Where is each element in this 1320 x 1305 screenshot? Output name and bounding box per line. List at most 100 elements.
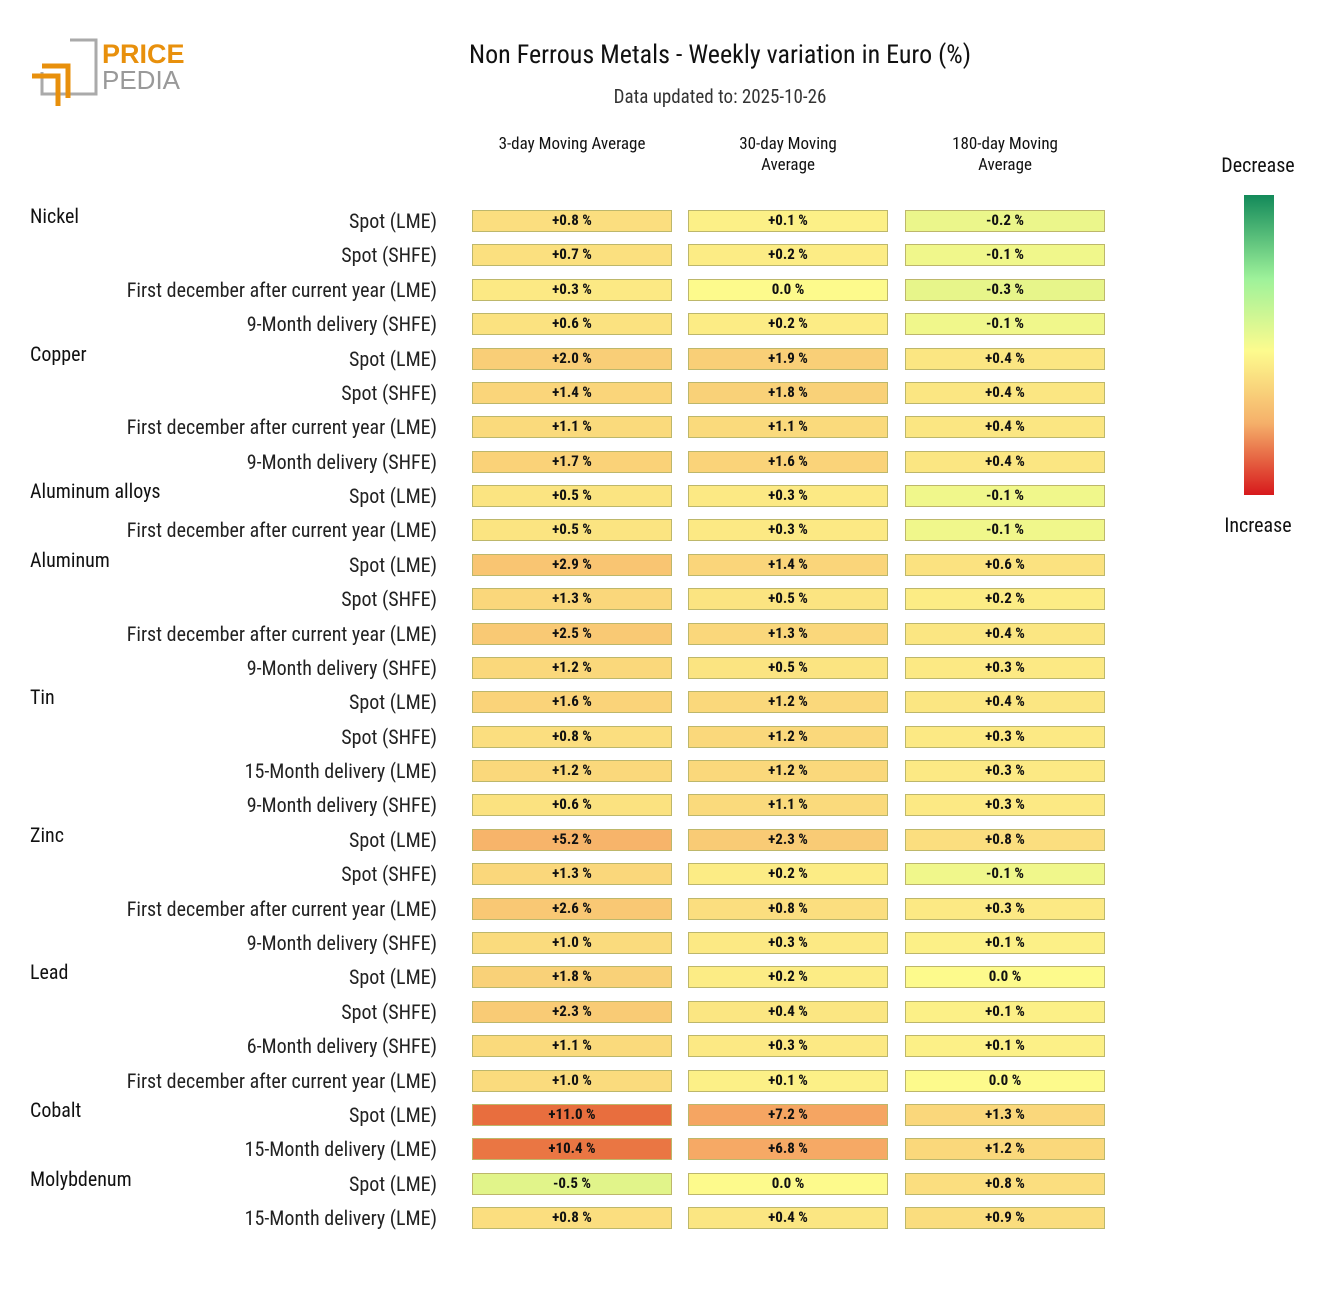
heatmap-cell <box>472 347 672 370</box>
heatmap-cell <box>905 725 1105 748</box>
heatmap-cell <box>688 691 888 714</box>
row-label: First december after current year (LME) <box>126 415 437 440</box>
heatmap-cell <box>905 966 1105 989</box>
group-label: Tin <box>30 685 55 710</box>
value-label: +1.2 % <box>768 692 808 711</box>
value-label: 0.0 % <box>988 967 1022 986</box>
row-label: 9-Month delivery (SHFE) <box>246 312 437 337</box>
heatmap-cell <box>688 622 888 645</box>
value-label: +0.6 % <box>985 554 1025 573</box>
value-label: +0.8 % <box>768 898 808 917</box>
value-label: +7.2 % <box>768 1104 808 1123</box>
group-label: Aluminum <box>30 547 110 572</box>
value-label: +1.6 % <box>552 692 592 711</box>
value-label: +1.3 % <box>985 1104 1025 1123</box>
value-label: +2.3 % <box>768 829 808 848</box>
value-label: +0.8 % <box>552 726 592 745</box>
value-label: +1.2 % <box>985 1139 1025 1158</box>
heatmap-cell <box>905 553 1105 576</box>
heatmap-cell <box>905 691 1105 714</box>
heatmap-cell <box>688 1069 888 1092</box>
value-label: +1.3 % <box>552 864 592 883</box>
value-label: -0.2 % <box>986 211 1024 229</box>
heatmap-cell <box>905 381 1105 404</box>
heatmap-cell <box>688 863 888 886</box>
row-label: Spot (SHFE) <box>341 999 437 1024</box>
heatmap-cell <box>688 278 888 301</box>
value-label: +0.5 % <box>768 589 808 608</box>
heatmap-cell <box>472 416 672 439</box>
value-label: +1.2 % <box>552 657 592 676</box>
value-label: -0.1 % <box>986 245 1024 264</box>
value-label: +0.4 % <box>985 451 1025 470</box>
heatmap-cell <box>688 347 888 370</box>
value-label: 0.0 % <box>988 1070 1022 1089</box>
value-label: +0.4 % <box>985 623 1025 642</box>
heatmap-cell <box>688 1103 888 1126</box>
heatmap-cell <box>472 244 672 267</box>
heatmap-cell <box>905 897 1105 920</box>
heatmap-cell <box>472 1207 672 1230</box>
value-label: +0.3 % <box>768 1036 808 1055</box>
value-label: +0.3 % <box>768 520 808 539</box>
heatmap-cell <box>905 588 1105 611</box>
heatmap-cell <box>472 381 672 404</box>
row-label: First december after current year (LME) <box>126 277 437 302</box>
heatmap-cell <box>688 1138 888 1161</box>
value-label: +0.4 % <box>985 382 1025 401</box>
heatmap-cell <box>688 1035 888 1058</box>
heatmap-cell <box>472 553 672 576</box>
heatmap-cell <box>472 828 672 851</box>
row-label: Spot (LME) <box>349 1102 437 1127</box>
heatmap-cell <box>472 966 672 989</box>
heatmap-cell <box>688 553 888 576</box>
logo-text: PRICE <box>102 39 185 69</box>
heatmap-cell <box>688 416 888 439</box>
heatmap-cell <box>905 244 1105 267</box>
heatmap-cell <box>688 313 888 336</box>
heatmap-cell <box>688 828 888 851</box>
heatmap-cell <box>472 931 672 954</box>
row-label: 15-Month delivery (LME) <box>244 1137 437 1162</box>
row-label: Spot (LME) <box>349 1171 437 1196</box>
value-label: +1.2 % <box>768 726 808 745</box>
value-label: +0.2 % <box>985 589 1025 608</box>
heatmap-cell <box>472 1172 672 1195</box>
value-label: +0.1 % <box>985 932 1025 951</box>
row-label: 15-Month delivery (LME) <box>244 1206 437 1231</box>
value-label: +1.7 % <box>552 451 592 470</box>
heatmap-cell <box>472 1069 672 1092</box>
row-label: Spot (LME) <box>349 965 437 990</box>
value-label: +0.9 % <box>985 1208 1025 1227</box>
logo-mark <box>32 73 61 106</box>
value-label: +0.3 % <box>985 726 1025 745</box>
logo-mark <box>42 63 71 98</box>
heatmap-cell <box>688 485 888 508</box>
heatmap-cell <box>905 1207 1105 1230</box>
heatmap-cell <box>472 691 672 714</box>
value-label: +0.3 % <box>985 795 1025 814</box>
value-label: +0.2 % <box>768 967 808 986</box>
heatmap-cell <box>905 931 1105 954</box>
row-label: Spot (LME) <box>349 552 437 577</box>
value-label: +0.8 % <box>552 211 592 229</box>
value-label: +0.6 % <box>552 795 592 814</box>
heatmap-cell <box>905 1172 1105 1195</box>
value-label: +0.1 % <box>985 1036 1025 1055</box>
value-label: +1.1 % <box>768 795 808 814</box>
row-label: Spot (SHFE) <box>341 862 437 887</box>
value-label: +6.8 % <box>768 1139 808 1158</box>
value-label: +1.1 % <box>768 417 808 436</box>
row-label: Spot (SHFE) <box>341 380 437 405</box>
heatmap-cell <box>905 210 1105 232</box>
heatmap-cell <box>905 828 1105 851</box>
heatmap-cell <box>905 278 1105 301</box>
value-label: +0.8 % <box>985 1173 1025 1192</box>
group-label: Molybdenum <box>30 1166 132 1191</box>
row-label: Spot (LME) <box>349 827 437 852</box>
value-label: +1.8 % <box>768 382 808 401</box>
row-label: First december after current year (LME) <box>126 896 437 921</box>
heatmap-cell <box>688 519 888 542</box>
value-label: -0.1 % <box>986 864 1024 883</box>
value-label: +0.3 % <box>768 486 808 505</box>
